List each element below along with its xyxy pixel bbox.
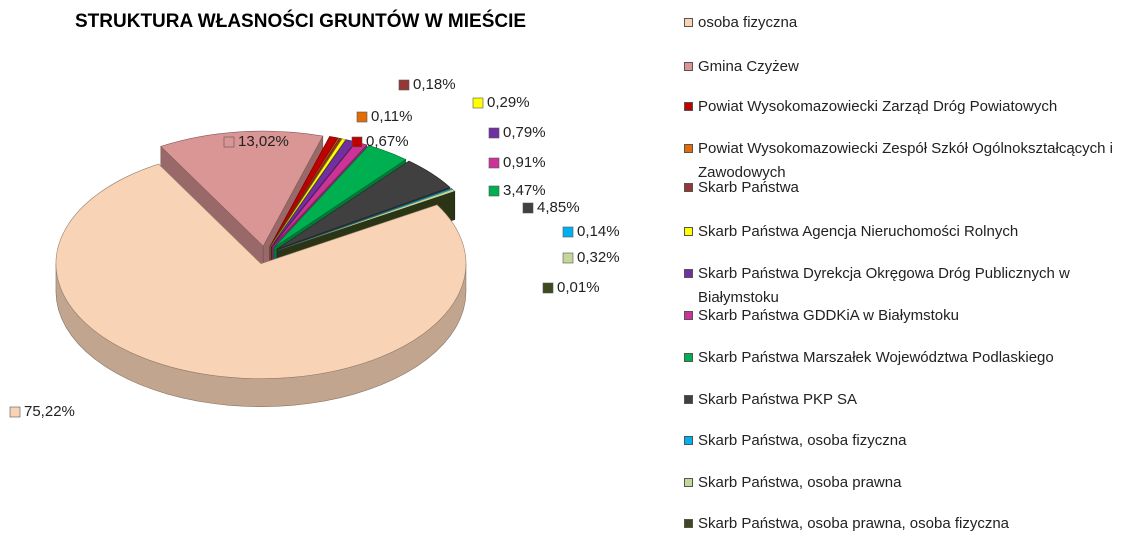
legend-item: Skarb Państwa	[684, 176, 1134, 200]
data-label: 0,67%	[366, 133, 409, 150]
legend-label: Skarb Państwa PKP SA	[698, 391, 857, 408]
legend-swatch	[684, 183, 693, 192]
legend-label: Skarb Państwa, osoba prawna, osoba fizyc…	[698, 515, 1010, 532]
data-label: 0,79%	[503, 124, 546, 141]
pie-slice	[276, 160, 451, 250]
data-label-swatch	[488, 127, 500, 139]
data-label: 0,11%	[371, 108, 412, 125]
legend-swatch	[684, 436, 693, 445]
data-label: 13,02%	[238, 133, 289, 150]
legend-item: Powiat Wysokomazowiecki Zespół Szkół Ogó…	[684, 137, 1134, 185]
legend-swatch	[684, 62, 693, 71]
legend-label: Powiat Wysokomazowiecki Zespół Szkół Ogó…	[698, 140, 1114, 181]
legend-swatch	[684, 102, 693, 111]
legend-label: Gmina Czyżew	[698, 58, 799, 75]
data-label-swatch	[488, 157, 500, 169]
data-label: 0,91%	[503, 154, 546, 171]
legend-swatch	[684, 353, 693, 362]
legend-label: Skarb Państwa, osoba prawna	[698, 474, 902, 491]
data-label: 0,01%	[557, 279, 600, 296]
data-label-swatch	[351, 136, 363, 148]
chart: STRUKTURA WŁASNOŚCI GRUNTÓW W MIEŚCIE 75…	[9, 10, 620, 420]
legend-label: Skarb Państwa Agencja Nieruchomości Roln…	[698, 223, 1019, 240]
data-label-swatch	[9, 406, 21, 418]
data-label-swatch	[356, 111, 368, 123]
data-label-swatch	[472, 97, 484, 109]
pie-slice	[273, 145, 407, 248]
data-label-swatch	[398, 79, 410, 91]
legend-swatch	[684, 519, 693, 528]
data-label-swatch	[223, 136, 235, 148]
data-label: 3,47%	[503, 182, 546, 199]
legend-swatch	[684, 227, 693, 236]
legend-label: Powiat Wysokomazowiecki Zarząd Dróg Powi…	[698, 98, 1058, 115]
legend-label: Skarb Państwa Marszałek Województwa Podl…	[698, 349, 1054, 366]
legend-label: Skarb Państwa GDDKiA w Białymstoku	[698, 307, 959, 324]
data-label: 0,18%	[413, 76, 456, 93]
legend-item: Skarb Państwa Dyrekcja Okręgowa Dróg Pub…	[684, 262, 1134, 310]
data-label-swatch	[562, 226, 574, 238]
pie-slice	[270, 138, 347, 247]
legend-item: Skarb Państwa GDDKiA w Białymstoku	[684, 304, 1134, 328]
data-label: 75,22%	[24, 403, 75, 420]
legend-label: Skarb Państwa	[698, 179, 799, 196]
pie-slice	[278, 191, 456, 251]
legend-swatch	[684, 18, 693, 27]
legend-label: osoba fizyczna	[698, 14, 798, 31]
legend-item: Skarb Państwa, osoba prawna	[684, 471, 1134, 495]
data-label-swatch	[562, 252, 574, 264]
legend-item: Skarb Państwa, osoba fizyczna	[684, 429, 1134, 453]
legend-swatch	[684, 478, 693, 487]
pie-slice	[55, 163, 467, 379]
slice-tops	[55, 130, 467, 379]
pie-slice	[160, 130, 324, 247]
data-label-swatch	[522, 202, 534, 214]
legend-swatch	[684, 144, 693, 153]
legend-label: Skarb Państwa, osoba fizyczna	[698, 432, 907, 449]
legend-swatch	[684, 269, 693, 278]
legend-item: Skarb Państwa, osoba prawna, osoba fizyc…	[684, 512, 1134, 536]
data-label: 4,85%	[537, 199, 580, 216]
data-label: 0,32%	[577, 249, 620, 266]
legend-item: Gmina Czyżew	[684, 55, 1134, 79]
legend-item: Powiat Wysokomazowiecki Zarząd Dróg Powi…	[684, 95, 1134, 119]
legend-swatch	[684, 311, 693, 320]
data-label-swatch	[542, 282, 554, 294]
legend-item: Skarb Państwa Agencja Nieruchomości Roln…	[684, 220, 1134, 244]
legend-swatch	[684, 395, 693, 404]
legend-item: Skarb Państwa Marszałek Województwa Podl…	[684, 346, 1134, 370]
legend-label: Skarb Państwa Dyrekcja Okręgowa Dróg Pub…	[698, 265, 1070, 306]
data-label: 0,14%	[577, 223, 620, 240]
pie-slice	[269, 136, 339, 247]
data-label: 0,29%	[487, 94, 530, 111]
chart-title: STRUKTURA WŁASNOŚCI GRUNTÓW W MIEŚCIE	[75, 10, 526, 32]
legend-item: Skarb Państwa PKP SA	[684, 388, 1134, 412]
data-label-swatch	[488, 185, 500, 197]
legend-item: osoba fizyczna	[684, 11, 1134, 35]
